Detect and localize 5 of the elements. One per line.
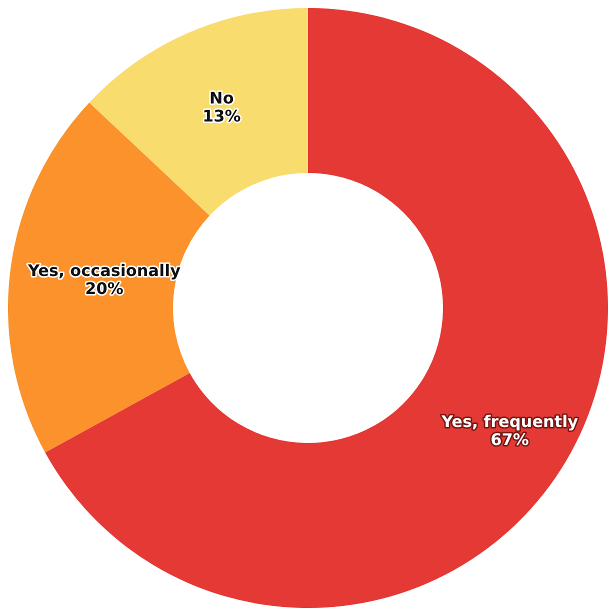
data-label: 20% xyxy=(85,278,124,298)
data-label: 13% xyxy=(202,106,241,126)
slice-label: Yes, frequently xyxy=(440,412,579,432)
slice-label: No xyxy=(209,88,234,108)
data-label: 67% xyxy=(490,430,529,450)
